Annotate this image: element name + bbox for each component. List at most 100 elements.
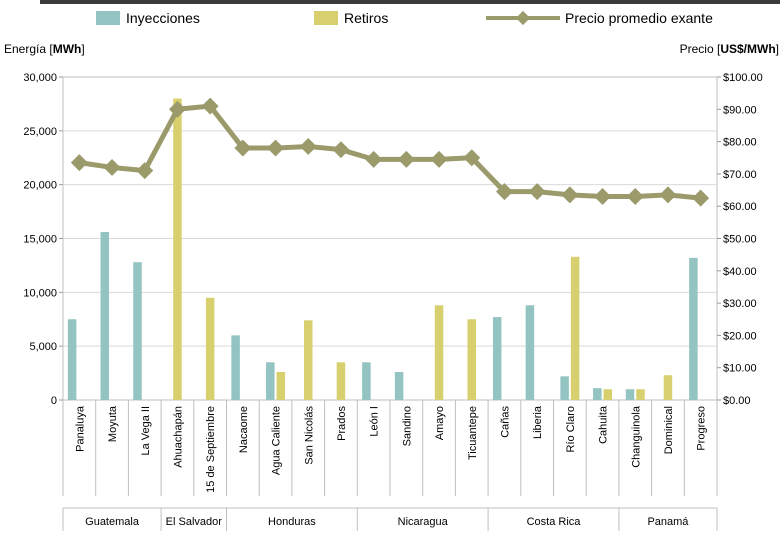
category-label: Cahuita <box>598 405 610 444</box>
price-point <box>70 154 88 172</box>
bar-inyecciones <box>231 335 240 400</box>
y2-tick-label: $0.00 <box>723 395 751 407</box>
bar-retiros <box>173 98 182 401</box>
price-point <box>103 158 121 176</box>
category-label: Changuinola <box>630 405 642 468</box>
y2-tick-label: $50.00 <box>723 234 757 246</box>
y-tick-label: 15,000 <box>23 234 57 246</box>
category-label: Amayo <box>434 406 446 440</box>
group-label: Guatemala <box>85 516 140 528</box>
bar-inyecciones <box>100 232 110 400</box>
bar-inyecciones <box>689 257 698 400</box>
y2-tick-label: $90.00 <box>723 104 757 116</box>
bar-retiros <box>467 319 476 400</box>
bar-inyecciones <box>67 319 77 400</box>
bar-inyecciones <box>525 305 535 400</box>
category-label: Ahuachapán <box>172 406 184 468</box>
bar-inyecciones <box>560 376 569 400</box>
price-point <box>168 100 186 118</box>
bar-retiros <box>603 389 613 400</box>
y2-tick-label: $80.00 <box>723 137 757 149</box>
category-label: San Nicolás <box>303 406 315 465</box>
y2-tick-label: $100.00 <box>723 72 763 84</box>
y2-tick-label: $60.00 <box>723 201 757 213</box>
bar-inyecciones <box>593 388 602 400</box>
price-point <box>430 150 448 168</box>
price-point <box>299 137 317 155</box>
legend-marker-precio <box>515 10 531 26</box>
price-point <box>397 150 415 168</box>
bar-inyecciones <box>625 389 635 400</box>
top-strip <box>40 0 780 4</box>
category-label: Nacaome <box>238 406 250 453</box>
y-tick-label: 10,000 <box>23 287 57 299</box>
bar-inyecciones <box>266 362 275 400</box>
y-tick-label: 30,000 <box>23 72 57 84</box>
price-point <box>463 149 481 167</box>
y2-tick-label: $30.00 <box>723 298 757 310</box>
group-label: Honduras <box>268 516 316 528</box>
price-point <box>365 150 383 168</box>
bar-inyecciones <box>394 372 404 400</box>
bar-retiros <box>570 256 580 400</box>
legend-label-retiros: Retiros <box>344 10 388 26</box>
y2-tick-label: $20.00 <box>723 330 757 342</box>
price-point <box>136 162 154 180</box>
legend-swatch-inyecciones <box>96 11 120 25</box>
category-label: Cañas <box>499 406 511 438</box>
y2-tick-label: $70.00 <box>723 169 757 181</box>
bar-retiros <box>663 375 673 400</box>
legend-label-precio: Precio promedio exante <box>565 10 713 26</box>
bar-retiros <box>336 362 346 400</box>
category-label: 15 de Septiembre <box>205 406 217 493</box>
category-label: Liberia <box>532 405 544 439</box>
price-point <box>626 188 644 205</box>
category-label: Ticuantepe <box>467 406 479 460</box>
bar-retiros <box>205 297 215 400</box>
group-label: Nicaragua <box>398 516 449 528</box>
bar-inyecciones <box>492 317 502 400</box>
legend: Inyecciones Retiros Precio promedio exan… <box>96 10 713 26</box>
y2-tick-label: $40.00 <box>723 266 757 278</box>
price-point <box>692 189 710 207</box>
category-label: Río Claro <box>565 406 577 452</box>
bar-inyecciones <box>133 262 142 400</box>
group-label: Costa Rica <box>527 516 582 528</box>
group-label: Panamá <box>647 516 689 528</box>
bar-retiros <box>636 389 645 400</box>
category-label: Prados <box>336 406 348 441</box>
price-point <box>528 183 546 201</box>
y-tick-label: 20,000 <box>23 180 57 192</box>
category-label: León I <box>369 406 381 437</box>
y2-tick-label: $10.00 <box>723 363 757 375</box>
price-point <box>234 139 252 157</box>
y-axis-title: Energía [MWh] <box>4 42 85 56</box>
bar-inyecciones <box>362 362 371 400</box>
category-label: Progreso <box>696 406 708 451</box>
y2-axis-title: Precio [US$/MWh] <box>680 42 779 56</box>
legend-swatch-retiros <box>314 11 338 25</box>
category-label: Agua Caliente <box>271 406 283 475</box>
price-point <box>594 188 612 205</box>
bar-retiros <box>304 320 313 400</box>
bar-retiros <box>434 305 444 400</box>
y-tick-label: 0 <box>51 395 57 407</box>
category-label: Dominical <box>663 406 675 454</box>
category-label: Panaluya <box>74 405 86 452</box>
group-label: El Salvador <box>166 516 223 528</box>
y-tick-label: 5,000 <box>29 341 57 353</box>
price-point <box>267 139 285 157</box>
price-point <box>659 186 677 204</box>
legend-label-inyecciones: Inyecciones <box>126 10 200 26</box>
bar-retiros <box>276 372 286 400</box>
price-point <box>495 183 513 201</box>
plot-area: 0 5,000 10,000 15,000 20,000 25,000 30,000 $0.0… <box>23 72 763 531</box>
y-tick-label: 25,000 <box>23 126 57 138</box>
category-label: Moyuta <box>107 405 119 442</box>
price-point <box>201 97 219 115</box>
price-point <box>332 141 350 159</box>
category-label: La Vega II <box>140 406 152 456</box>
price-point <box>561 186 579 204</box>
